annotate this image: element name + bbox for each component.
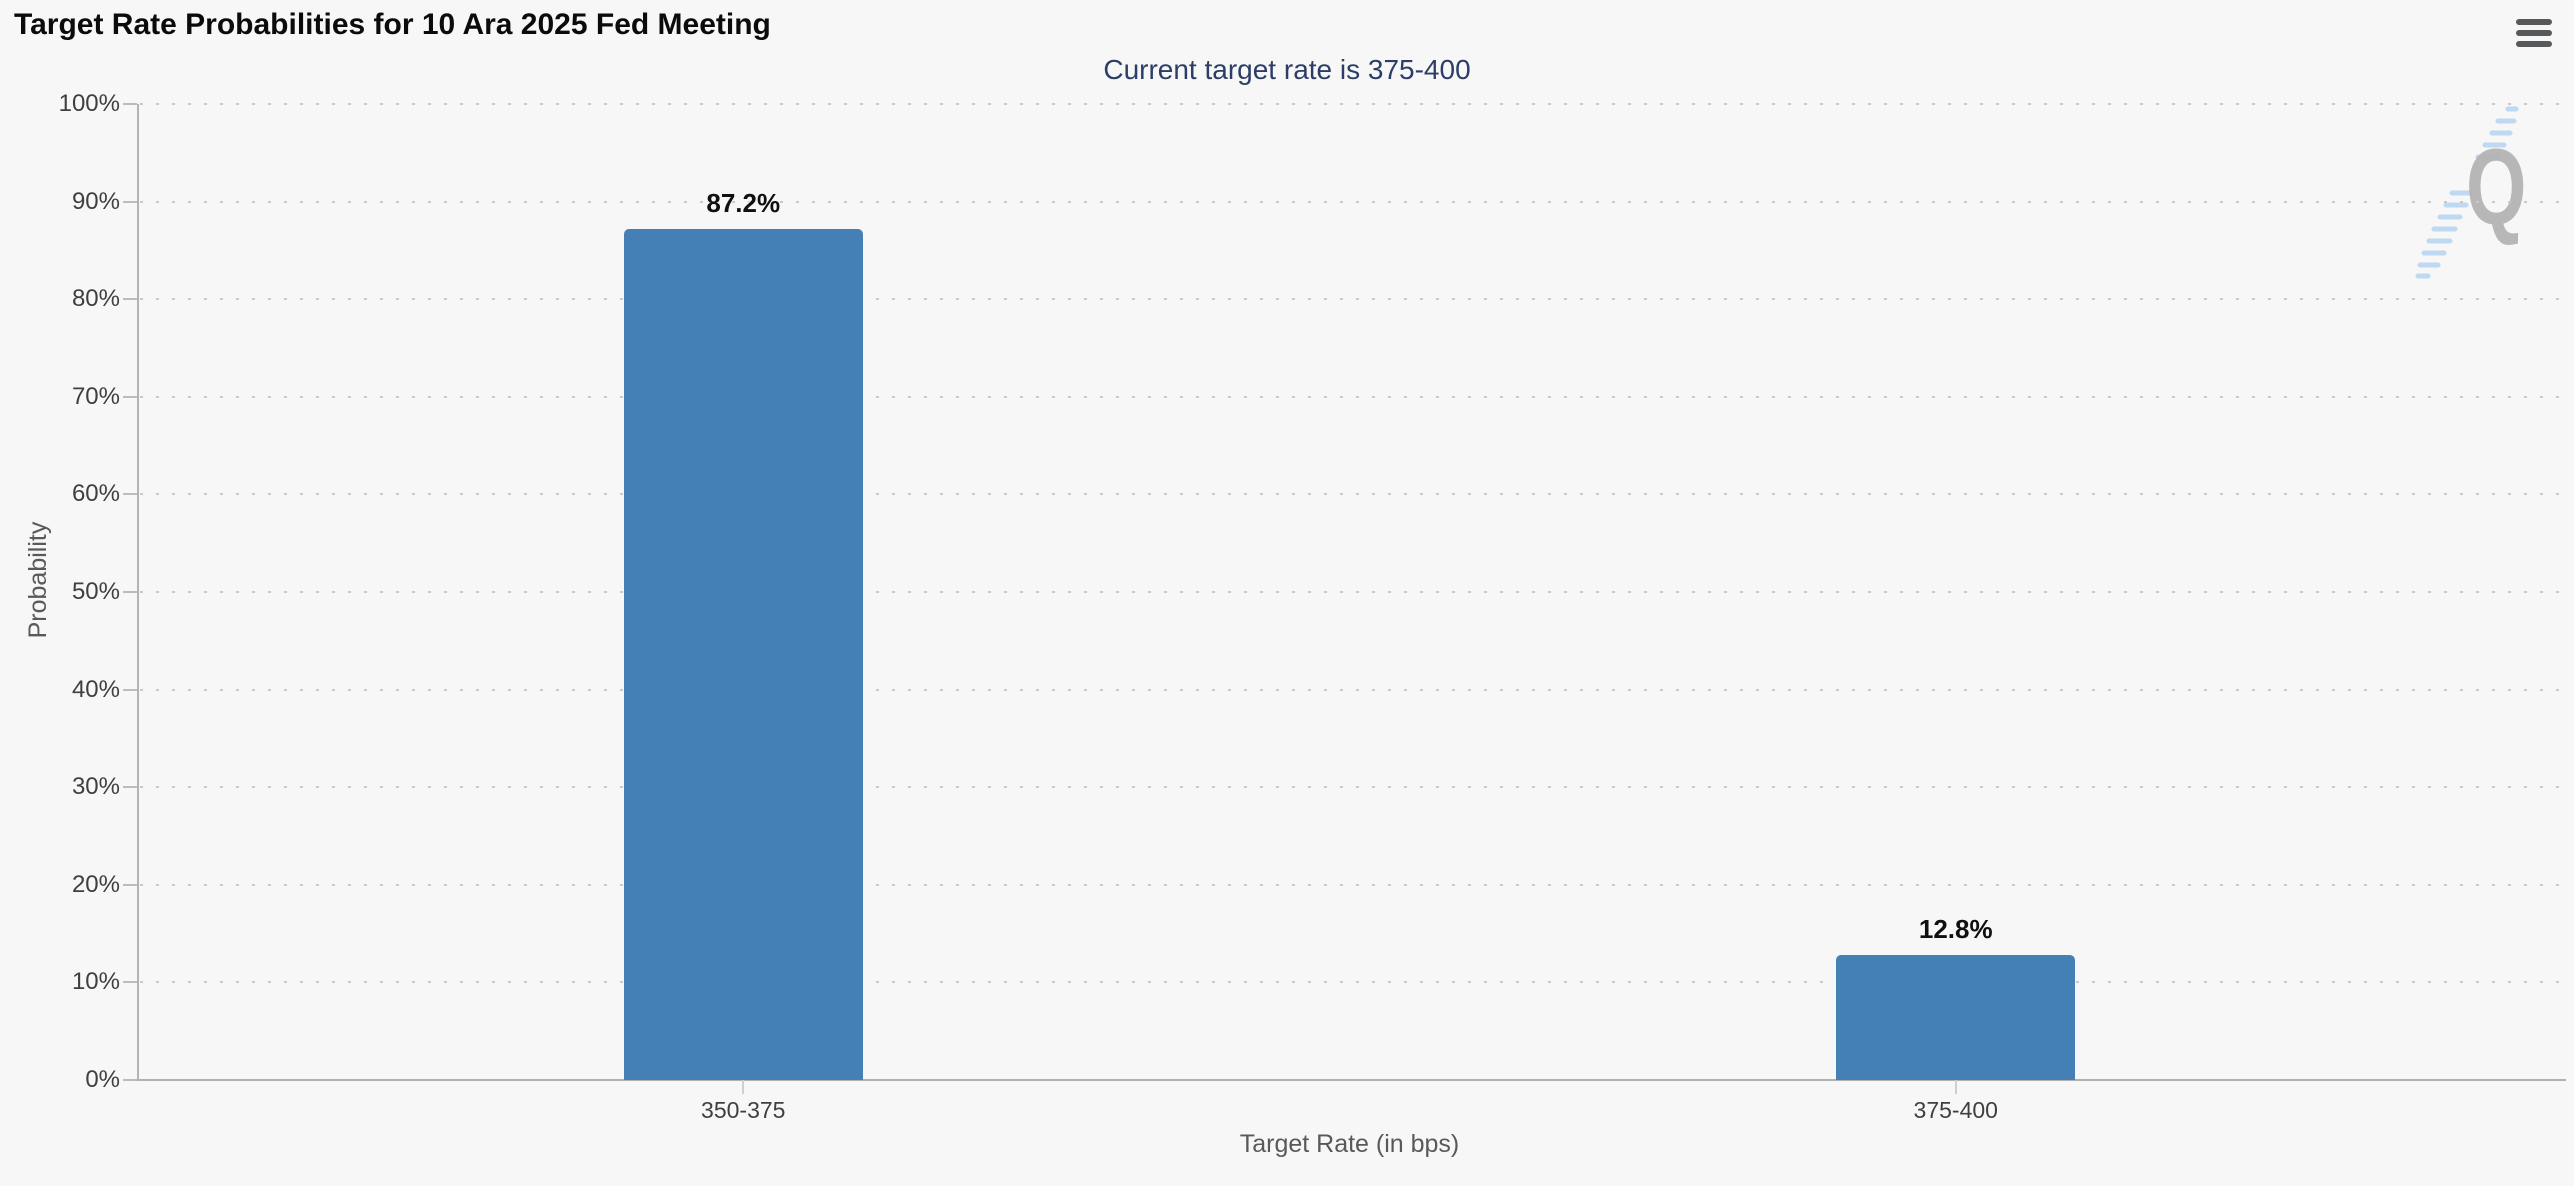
y-tick-label: 100% xyxy=(58,90,120,117)
x-axis-title: Target Rate (in bps) xyxy=(1239,1130,1460,1158)
gridline-10pct xyxy=(140,981,2562,984)
y-tick-mark xyxy=(123,395,137,398)
y-tick-label: 20% xyxy=(71,870,120,898)
hamburger-icon xyxy=(2516,41,2552,47)
y-tick-mark xyxy=(123,591,137,593)
y-tick-label: 50% xyxy=(71,578,120,605)
y-tick-mark xyxy=(123,1079,137,1081)
y-tick-mark xyxy=(123,200,137,203)
x-tick-mark xyxy=(742,1080,745,1094)
y-tick-label: 40% xyxy=(71,675,120,703)
gridline-30pct xyxy=(140,786,2562,789)
x-tick-mark xyxy=(1954,1080,1957,1094)
y-tick-mark xyxy=(123,883,137,886)
chart-subtitle: Current target rate is 375-400 xyxy=(1103,54,1471,85)
bar-value-label: 87.2% xyxy=(706,187,781,218)
y-tick-label: 30% xyxy=(71,773,120,801)
gridline-60pct xyxy=(140,493,2562,496)
gridline-50pct xyxy=(140,591,2562,593)
x-axis-line xyxy=(137,1079,2566,1081)
chart-title: Target Rate Probabilities for 10 Ara 202… xyxy=(14,8,771,41)
gridline-70pct xyxy=(140,395,2562,398)
hamburger-icon xyxy=(2516,19,2552,25)
gridline-100pct xyxy=(140,103,2562,105)
y-tick-mark xyxy=(123,103,137,105)
y-tick-label: 70% xyxy=(71,382,120,410)
x-tick-label: 375-400 xyxy=(1913,1097,1998,1123)
y-tick-label: 80% xyxy=(71,285,120,313)
y-tick-mark xyxy=(123,981,137,984)
y-tick-label: 60% xyxy=(71,480,120,508)
bar-375-400[interactable] xyxy=(1836,955,2076,1080)
gridline-90pct xyxy=(140,200,2562,203)
x-tick-label: 350-375 xyxy=(701,1097,786,1123)
gridline-80pct xyxy=(140,298,2562,301)
hamburger-icon xyxy=(2516,30,2552,36)
y-tick-mark xyxy=(123,688,137,691)
y-axis-line xyxy=(137,104,139,1080)
y-tick-mark xyxy=(123,786,137,789)
gridline-40pct xyxy=(140,688,2562,691)
y-tick-label: 0% xyxy=(85,1066,120,1093)
y-tick-label: 90% xyxy=(71,187,120,215)
y-tick-mark xyxy=(123,493,137,496)
bar-value-label: 12.8% xyxy=(1918,914,1993,945)
bar-350-375[interactable] xyxy=(623,228,863,1080)
hamburger-menu-button[interactable] xyxy=(2516,17,2554,49)
y-tick-label: 10% xyxy=(71,968,120,996)
gridline-20pct xyxy=(140,883,2562,886)
y-tick-mark xyxy=(123,298,137,301)
